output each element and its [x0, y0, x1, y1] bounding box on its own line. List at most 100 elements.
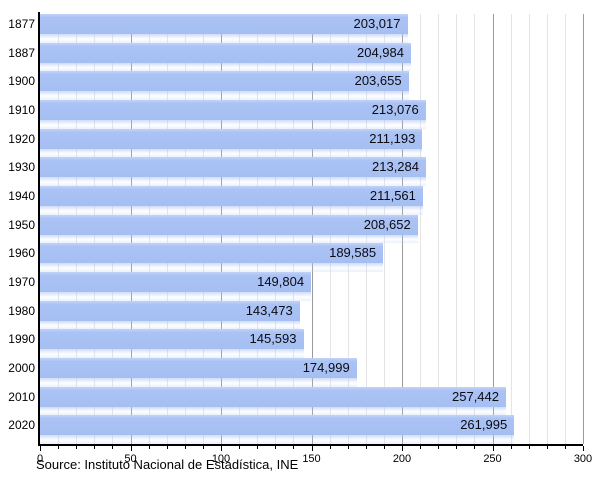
bar-value-label: 189,585 [40, 243, 384, 264]
bar-value-label: 211,193 [40, 128, 423, 149]
x-minor-tick [528, 446, 530, 449]
year-label: 1920 [8, 131, 35, 146]
year-label: 1950 [8, 217, 35, 232]
bar-reflection [40, 177, 426, 186]
bar-value-label: 204,984 [40, 42, 411, 63]
x-minor-tick [474, 446, 476, 449]
year-label: 1990 [8, 332, 35, 347]
bar-reflection [40, 292, 312, 301]
year-label: 1887 [8, 45, 35, 60]
y-axis [38, 12, 40, 445]
population-bar: 211,561 [40, 186, 423, 215]
x-minor-tick [293, 446, 295, 449]
x-minor-tick [456, 446, 458, 449]
bar-reflection [40, 378, 357, 387]
bar-value-label: 143,473 [40, 300, 300, 321]
x-minor-tick [546, 446, 548, 449]
x-minor-tick [239, 446, 241, 449]
x-tick-label: 250 [483, 453, 502, 465]
x-minor-tick [166, 446, 168, 449]
x-minor-tick [94, 446, 96, 449]
minor-gridline [456, 14, 458, 444]
population-bar: 261,995 [40, 415, 515, 444]
bar-reflection [40, 148, 423, 158]
year-label: 2010 [8, 389, 35, 404]
x-minor-tick [184, 446, 186, 449]
bar-value-label: 213,284 [40, 157, 426, 178]
minor-gridline [510, 14, 512, 444]
major-gridline [583, 14, 584, 444]
year-label: 1910 [8, 103, 35, 117]
year-label: 2000 [8, 361, 35, 375]
plot-area: 203,017 204,984 203,655 213,076 211,193 213,2… [40, 14, 584, 444]
bar-reflection [40, 349, 304, 358]
population-bar: 203,017 [40, 14, 408, 43]
minor-gridline [564, 14, 566, 444]
bar-value-label: 203,017 [40, 14, 408, 34]
x-axis [38, 444, 583, 446]
bar-reflection [40, 91, 409, 100]
x-minor-tick [510, 446, 512, 449]
x-tick-label: 100 [211, 453, 231, 465]
x-tick-label: 0 [36, 453, 44, 465]
bar-value-label: 213,076 [40, 100, 426, 120]
x-major-tick [40, 446, 41, 451]
year-label: 1970 [8, 275, 35, 289]
bar-value-label: 261,995 [40, 415, 515, 436]
x-minor-tick [76, 446, 78, 449]
minor-gridline [474, 14, 476, 444]
x-minor-tick [257, 446, 259, 449]
population-bar: 257,442 [40, 386, 506, 416]
bar-reflection [40, 34, 408, 43]
x-minor-tick [202, 446, 204, 449]
population-bar: 211,193 [40, 128, 423, 158]
x-major-tick [130, 446, 132, 451]
bar-value-label: 211,561 [40, 186, 423, 206]
population-bar: 213,284 [40, 157, 426, 186]
x-minor-tick [347, 446, 349, 449]
year-label: 1877 [8, 17, 35, 31]
bar-value-label: 208,652 [40, 214, 418, 235]
x-major-tick [583, 446, 584, 451]
population-bar: 208,652 [40, 214, 418, 244]
population-bar: 145,593 [40, 329, 304, 358]
population-bar: 204,984 [40, 42, 411, 72]
x-major-tick [311, 446, 313, 451]
source-note: Source: Instituto Nacional de Estadístic… [36, 457, 299, 472]
bar-value-label: 257,442 [40, 386, 506, 407]
x-tick-label: 200 [392, 453, 412, 465]
year-label: 1900 [8, 74, 35, 89]
minor-gridline [438, 14, 440, 444]
population-bar: 174,999 [40, 358, 357, 387]
x-minor-tick [438, 446, 440, 449]
bar-reflection [40, 320, 300, 330]
year-label: 1930 [8, 160, 35, 175]
year-label: 1960 [8, 246, 35, 261]
bar-value-label: 203,655 [40, 71, 409, 92]
x-minor-tick [383, 446, 385, 449]
x-major-tick [402, 446, 403, 451]
y-axis-labels: 1877 1887 1900 1910 1920 1930 1940 1950 1960 1970… [0, 14, 35, 444]
year-label: 1940 [8, 189, 35, 203]
bar-reflection [40, 263, 384, 272]
population-bar: 143,473 [40, 300, 300, 330]
population-bar: 203,655 [40, 71, 409, 100]
bar-reflection [40, 206, 423, 215]
year-label: 2020 [8, 418, 35, 433]
x-tick-label: 300 [573, 453, 593, 465]
population-bar: 189,585 [40, 243, 384, 272]
minor-gridline [420, 14, 422, 444]
x-minor-tick [148, 446, 150, 449]
x-minor-tick [564, 446, 566, 449]
x-major-tick [221, 446, 222, 451]
population-bar: 213,076 [40, 100, 426, 129]
x-axis-ticks: 0 50 100 150 200 250 300 [37, 446, 592, 476]
x-minor-tick [420, 446, 422, 449]
bar-reflection [40, 234, 418, 244]
x-minor-tick [112, 446, 114, 449]
x-minor-tick [275, 446, 277, 449]
bar-reflection [40, 406, 506, 416]
major-gridline [492, 14, 494, 444]
bar-value-label: 174,999 [40, 358, 357, 378]
